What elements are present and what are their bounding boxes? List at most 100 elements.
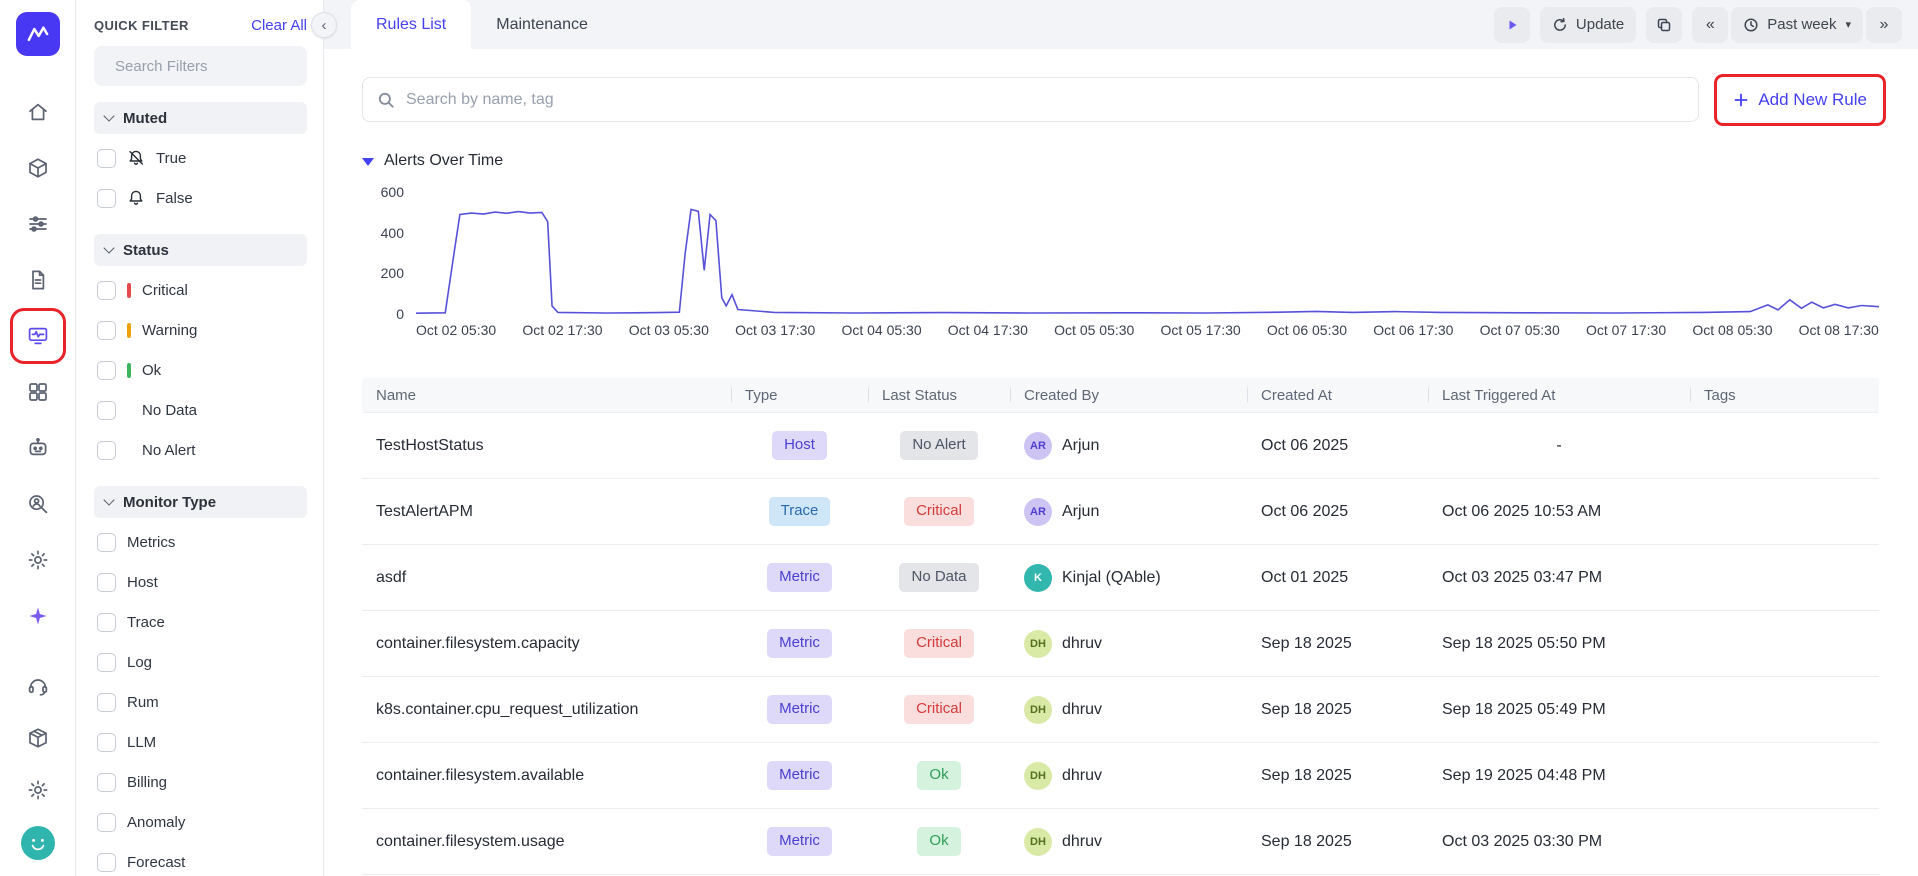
- cube-icon[interactable]: [18, 148, 58, 188]
- package-icon[interactable]: [18, 718, 58, 758]
- avatar: DH: [1024, 762, 1052, 790]
- checkbox[interactable]: [97, 733, 116, 752]
- rule-name[interactable]: TestHostStatus: [362, 437, 731, 455]
- col-last-triggered-at: Last Triggered At: [1428, 387, 1690, 404]
- table-row[interactable]: container.filesystem.usage Metric Ok DHd…: [362, 809, 1879, 875]
- checkbox[interactable]: [97, 361, 116, 380]
- rules-search-box[interactable]: [362, 77, 1699, 122]
- filter-option-log[interactable]: Log: [94, 642, 307, 682]
- filter-option-forecast[interactable]: Forecast: [94, 842, 307, 876]
- tab-rules-list[interactable]: Rules List: [351, 0, 471, 49]
- filter-section-status[interactable]: Status: [94, 234, 307, 266]
- filter-option-llm[interactable]: LLM: [94, 722, 307, 762]
- copy-icon: [1656, 17, 1672, 33]
- rule-name[interactable]: container.filesystem.capacity: [362, 635, 731, 653]
- checkbox[interactable]: [97, 573, 116, 592]
- user-search-icon[interactable]: [18, 484, 58, 524]
- range-back-button[interactable]: «: [1692, 7, 1728, 43]
- type-badge: Host: [772, 431, 827, 460]
- filter-option-anomaly[interactable]: Anomaly: [94, 802, 307, 842]
- checkbox[interactable]: [97, 853, 116, 872]
- table-row[interactable]: k8s.container.cpu_request_utilization Me…: [362, 677, 1879, 743]
- rule-name[interactable]: container.filesystem.usage: [362, 833, 731, 851]
- filter-option-host[interactable]: Host: [94, 562, 307, 602]
- filter-option-ok[interactable]: Ok: [94, 350, 307, 390]
- app-logo[interactable]: [16, 12, 60, 56]
- col-created-by: Created By: [1010, 387, 1247, 404]
- sliders-icon[interactable]: [18, 204, 58, 244]
- created-by-cell: DHdhruv: [1010, 828, 1247, 856]
- copy-button[interactable]: [1646, 7, 1682, 43]
- time-range-label: Past week: [1767, 16, 1836, 33]
- checkbox[interactable]: [97, 149, 116, 168]
- filter-search-input[interactable]: [115, 58, 314, 75]
- rule-name[interactable]: TestAlertAPM: [362, 503, 731, 521]
- x-tick-label: Oct 04 05:30: [841, 322, 921, 338]
- filter-search-box[interactable]: [94, 46, 307, 86]
- alerts-icon[interactable]: [18, 316, 58, 356]
- filter-option-true[interactable]: True: [94, 138, 307, 178]
- rule-type-cell: Metric: [731, 695, 868, 724]
- filter-option-no-data[interactable]: No Data: [94, 390, 307, 430]
- created-at: Sep 18 2025: [1247, 635, 1428, 653]
- checkbox[interactable]: [97, 533, 116, 552]
- filter-option-rum[interactable]: Rum: [94, 682, 307, 722]
- checkbox[interactable]: [97, 441, 116, 460]
- rule-status-cell: Critical: [868, 497, 1010, 526]
- filter-option-metrics[interactable]: Metrics: [94, 522, 307, 562]
- rule-type-cell: Host: [731, 431, 868, 460]
- checkbox[interactable]: [97, 693, 116, 712]
- add-new-rule-button[interactable]: Add New Rule: [1721, 81, 1879, 119]
- checkbox[interactable]: [97, 613, 116, 632]
- user-avatar[interactable]: [21, 826, 55, 860]
- checkbox[interactable]: [97, 653, 116, 672]
- table-row[interactable]: container.filesystem.available Metric Ok…: [362, 743, 1879, 809]
- clear-all-link[interactable]: Clear All: [251, 17, 307, 34]
- col-name: Name: [362, 387, 731, 404]
- created-at: Oct 06 2025: [1247, 503, 1428, 521]
- home-icon[interactable]: [18, 92, 58, 132]
- rule-name[interactable]: container.filesystem.available: [362, 767, 731, 785]
- checkbox[interactable]: [97, 773, 116, 792]
- run-button[interactable]: [1494, 7, 1530, 43]
- x-tick-label: Oct 06 17:30: [1373, 322, 1453, 338]
- time-range-dropdown[interactable]: Past week ▾: [1731, 7, 1863, 43]
- grid-icon[interactable]: [18, 372, 58, 412]
- filter-option-false[interactable]: False: [94, 178, 307, 218]
- checkbox[interactable]: [97, 401, 116, 420]
- table-row[interactable]: container.filesystem.capacity Metric Cri…: [362, 611, 1879, 677]
- rules-search-input[interactable]: [406, 91, 1684, 109]
- checkbox[interactable]: [97, 281, 116, 300]
- status-badge: Critical: [904, 695, 974, 724]
- rule-name[interactable]: k8s.container.cpu_request_utilization: [362, 701, 731, 719]
- checkbox[interactable]: [97, 813, 116, 832]
- bot-icon[interactable]: [18, 428, 58, 468]
- filter-option-no-alert[interactable]: No Alert: [94, 430, 307, 470]
- type-badge: Metric: [767, 695, 832, 724]
- checkbox[interactable]: [97, 321, 116, 340]
- avatar: AR: [1024, 498, 1052, 526]
- document-icon[interactable]: [18, 260, 58, 300]
- table-row[interactable]: TestHostStatus Host No Alert ARArjun Oct…: [362, 413, 1879, 479]
- filter-option-critical[interactable]: Critical: [94, 270, 307, 310]
- checkbox[interactable]: [97, 189, 116, 208]
- settings-icon[interactable]: [18, 770, 58, 810]
- table-row[interactable]: asdf Metric No Data KKinjal (QAble) Oct …: [362, 545, 1879, 611]
- filter-option-billing[interactable]: Billing: [94, 762, 307, 802]
- filter-section-monitor-type[interactable]: Monitor Type: [94, 486, 307, 518]
- tab-maintenance[interactable]: Maintenance: [471, 0, 613, 49]
- filter-section-muted[interactable]: Muted: [94, 102, 307, 134]
- alerts-over-time-toggle[interactable]: Alerts Over Time: [362, 152, 1879, 170]
- range-forward-button[interactable]: »: [1866, 7, 1902, 43]
- sparkle-icon[interactable]: [18, 596, 58, 636]
- rule-name[interactable]: asdf: [362, 569, 731, 587]
- filter-option-trace[interactable]: Trace: [94, 602, 307, 642]
- gear-icon[interactable]: [18, 540, 58, 580]
- x-tick-label: Oct 08 05:30: [1692, 322, 1772, 338]
- sidebar-collapse-button[interactable]: ‹: [311, 12, 337, 38]
- table-row[interactable]: TestAlertAPM Trace Critical ARArjun Oct …: [362, 479, 1879, 545]
- update-button[interactable]: Update: [1540, 7, 1636, 43]
- headset-icon[interactable]: [18, 666, 58, 706]
- chart-plot: [416, 182, 1879, 314]
- filter-option-warning[interactable]: Warning: [94, 310, 307, 350]
